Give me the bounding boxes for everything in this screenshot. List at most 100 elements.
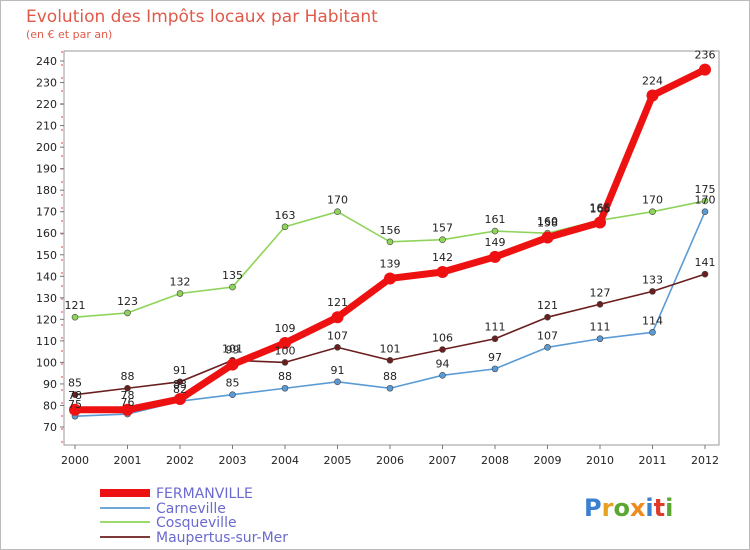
data-label: 142 (432, 251, 453, 264)
data-point (544, 313, 551, 321)
x-tick-label: 2005 (324, 454, 352, 467)
data-label: 156 (380, 224, 401, 237)
data-point (279, 337, 291, 350)
x-tick-label: 2003 (219, 454, 247, 467)
data-label: 149 (485, 236, 506, 249)
data-point (699, 63, 711, 76)
data-label: 160 (537, 215, 558, 228)
data-point (596, 300, 604, 308)
data-label: 82 (173, 383, 187, 396)
data-label: 114 (642, 314, 663, 327)
data-label: 107 (327, 329, 348, 342)
data-label: 132 (170, 276, 191, 289)
data-point (701, 270, 709, 278)
data-label: 85 (68, 377, 82, 390)
data-label: 166 (590, 202, 611, 215)
x-tick-label: 2004 (271, 454, 299, 467)
y-tick-label: 170 (36, 206, 57, 219)
legend-label: Cosqueville (156, 515, 237, 531)
x-tick-label: 2008 (481, 454, 509, 467)
data-label: 133 (642, 273, 663, 286)
data-point (701, 208, 709, 216)
data-label: 101 (380, 342, 401, 355)
data-point (71, 313, 79, 321)
data-label: 121 (65, 299, 86, 312)
data-point (649, 328, 656, 336)
data-label: 88 (383, 370, 397, 383)
data-label: 88 (121, 370, 135, 383)
data-label: 127 (590, 286, 611, 299)
data-point (229, 283, 236, 291)
data-label: 76 (121, 396, 135, 409)
data-point (331, 311, 344, 324)
data-point (386, 238, 394, 246)
data-point (281, 384, 289, 392)
y-tick-label: 180 (36, 184, 57, 197)
y-tick-label: 110 (36, 335, 57, 348)
y-tick-label: 80 (43, 399, 57, 412)
y-tick-label: 210 (36, 120, 57, 133)
data-point (491, 335, 499, 343)
data-point (121, 403, 134, 416)
x-axis: 2000 2001 2002 2003 2004 2005 2006 2007 2008 2009… (61, 445, 719, 467)
data-point (649, 288, 656, 295)
y-tick-label: 70 (43, 421, 57, 434)
data-point (439, 236, 446, 243)
data-labels: 75 76 82 85 88 91 88 94 97 107 111 114 170 121 123 132 1… (65, 49, 716, 412)
y-tick-label: 190 (36, 163, 57, 176)
data-point (649, 208, 656, 216)
data-point (439, 372, 446, 379)
data-point (176, 378, 184, 386)
proxiti-logo: Proxiti (584, 494, 673, 522)
data-point (701, 197, 709, 205)
y-tick-label: 200 (36, 141, 57, 154)
x-tick-label: 2000 (61, 454, 89, 467)
y-tick-label: 100 (36, 356, 57, 369)
data-label: 85 (226, 377, 240, 390)
legend-label: Maupertus-sur-Mer (156, 530, 288, 546)
data-point (596, 335, 604, 343)
data-label: 121 (537, 299, 558, 312)
data-label: 163 (275, 209, 296, 222)
data-label: 158 (537, 217, 558, 230)
data-label: 111 (590, 321, 611, 334)
y-tick-label: 150 (36, 249, 57, 262)
data-label: 91 (331, 364, 345, 377)
data-label: 100 (275, 344, 296, 357)
data-point (281, 359, 289, 366)
data-label: 106 (432, 331, 453, 344)
data-label: 109 (275, 322, 296, 335)
y-tick-label: 220 (36, 98, 57, 111)
y-tick-label: 160 (36, 227, 57, 240)
data-label: 107 (537, 329, 558, 342)
x-tick-label: 2012 (691, 454, 719, 467)
data-label: 157 (432, 222, 453, 235)
data-label: 88 (278, 370, 292, 383)
data-point (541, 231, 554, 244)
data-label: 175 (695, 183, 716, 196)
data-label: 170 (327, 194, 348, 207)
y-tick-label: 230 (36, 77, 57, 90)
chart-title: Evolution des Impôts locaux par Habitant (26, 7, 378, 27)
legend: FERMANVILLECarnevilleCosquevilleMaupertu… (100, 486, 288, 546)
data-point (71, 391, 79, 399)
data-label: 78 (121, 389, 135, 402)
y-tick-label: 90 (43, 378, 57, 391)
data-point (229, 391, 236, 399)
data-label: 170 (695, 194, 716, 207)
legend-label: FERMANVILLE (156, 486, 253, 502)
data-point (491, 365, 499, 373)
plot-area (63, 50, 720, 446)
series-lines (69, 63, 711, 420)
data-label: 236 (695, 49, 716, 62)
data-label: 139 (380, 257, 401, 270)
data-label: 135 (222, 269, 243, 282)
data-point (174, 393, 186, 406)
x-tick-label: 2002 (166, 454, 194, 467)
y-axis: 70 80 90 100 110 120 130 140 150 160 170 180 190 200 2… (36, 55, 64, 434)
data-point (69, 403, 81, 416)
data-point (124, 384, 131, 392)
data-point (384, 272, 396, 285)
data-label: 83 (173, 378, 187, 391)
y-tick-label: 140 (36, 270, 57, 283)
